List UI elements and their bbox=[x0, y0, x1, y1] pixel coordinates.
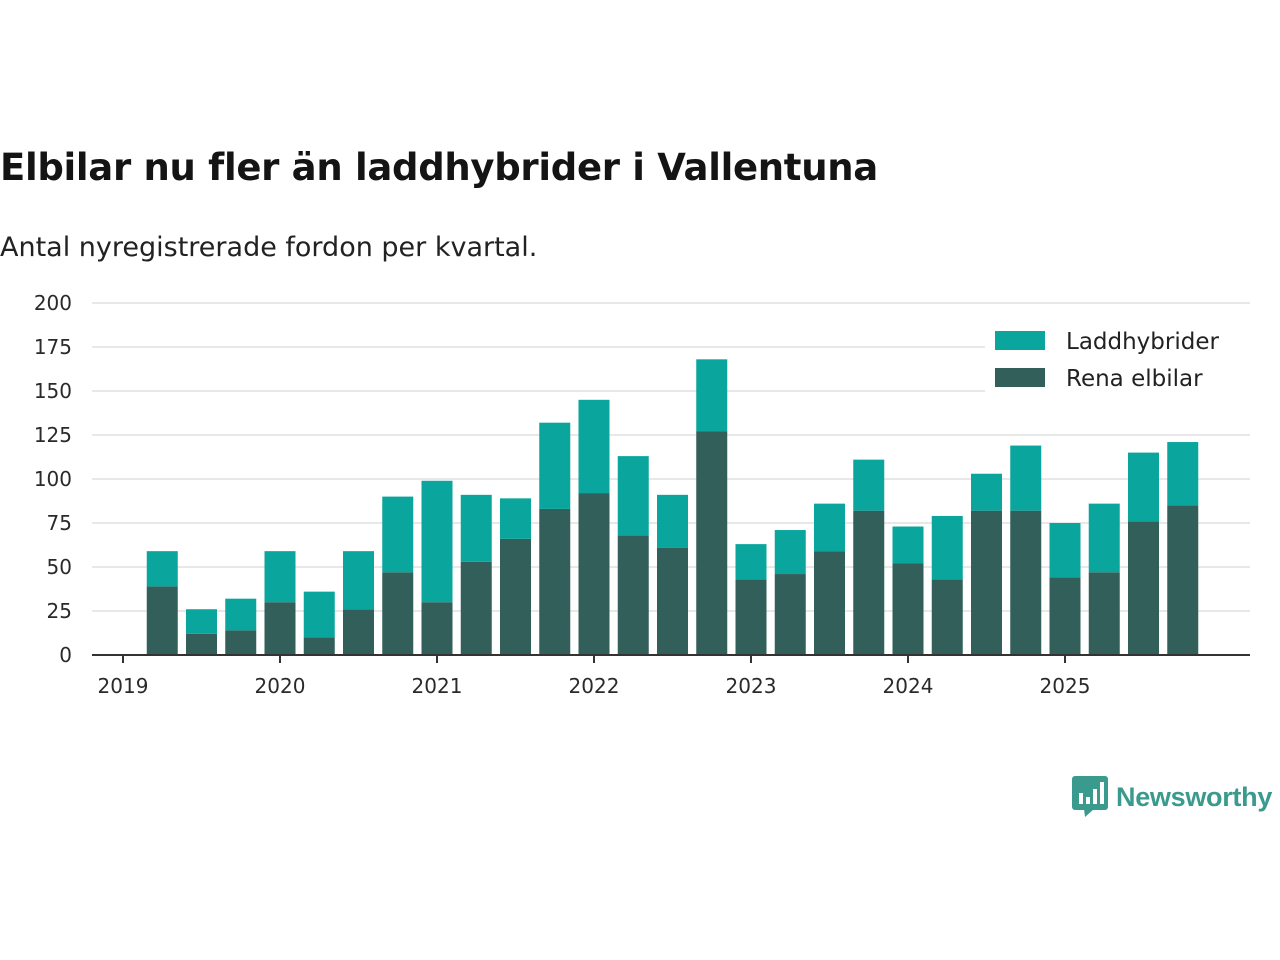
y-tick-label: 150 bbox=[34, 379, 72, 403]
chart-title: Elbilar nu fler än laddhybrider i Vallen… bbox=[0, 146, 878, 189]
bar-segment bbox=[460, 561, 492, 655]
bar-segment bbox=[264, 551, 296, 603]
bar-segment bbox=[696, 359, 728, 432]
bar-chart-speech-bubble-icon bbox=[1072, 776, 1108, 817]
bar-segment bbox=[343, 551, 374, 610]
bar-segment bbox=[971, 510, 1002, 655]
y-tick-label: 0 bbox=[59, 643, 72, 667]
legend-swatch bbox=[995, 331, 1045, 350]
bar-segment bbox=[1049, 523, 1081, 578]
x-axis: 2019 2020 2021 2022 2023 2024 2025 bbox=[92, 654, 1250, 698]
bar-segment bbox=[225, 598, 257, 631]
bar-segment bbox=[735, 544, 767, 580]
bar-segment bbox=[853, 510, 885, 655]
bar-segment bbox=[186, 609, 217, 634]
bar-segment bbox=[1167, 442, 1199, 506]
legend-label: Laddhybrider bbox=[1066, 329, 1219, 355]
bar-segment bbox=[146, 586, 178, 655]
bar-segment bbox=[931, 579, 963, 655]
bar-segment bbox=[500, 498, 531, 539]
bar-segment bbox=[382, 572, 414, 655]
legend: Laddhybrider Rena elbilar bbox=[985, 320, 1250, 398]
bar-segment bbox=[853, 459, 885, 511]
x-tick-label: 2025 bbox=[1040, 674, 1091, 698]
bar-segment bbox=[657, 547, 688, 655]
legend-swatch bbox=[995, 368, 1045, 387]
bar-segment bbox=[1128, 452, 1159, 522]
bar-segment bbox=[421, 602, 453, 655]
bar-segment bbox=[696, 431, 728, 655]
y-tick-label: 75 bbox=[47, 511, 72, 535]
y-axis-ticks: 0 25 50 75 100 125 150 175 200 bbox=[34, 291, 72, 667]
brand-name: Newsworthy bbox=[1116, 781, 1273, 812]
chart-subtitle: Antal nyregistrerade fordon per kvartal. bbox=[0, 232, 538, 263]
y-tick-label: 100 bbox=[34, 467, 72, 491]
bar-segment bbox=[617, 456, 649, 536]
newsworthy-brand: Newsworthy bbox=[1072, 776, 1272, 818]
bar-segment bbox=[657, 494, 688, 548]
bars bbox=[146, 359, 1199, 655]
x-tick-label: 2022 bbox=[569, 674, 620, 698]
legend-label: Rena elbilar bbox=[1066, 366, 1203, 392]
y-tick-label: 175 bbox=[34, 335, 72, 359]
bar-segment bbox=[774, 530, 806, 575]
bar-segment bbox=[931, 515, 963, 580]
bar-segment bbox=[735, 579, 767, 655]
bar-segment bbox=[774, 574, 806, 655]
bar-segment bbox=[814, 503, 845, 552]
bar-segment bbox=[146, 551, 178, 587]
bar-segment bbox=[892, 563, 924, 655]
bar-segment bbox=[382, 496, 414, 573]
bar-segment bbox=[539, 422, 571, 509]
x-tick-label: 2020 bbox=[255, 674, 306, 698]
bar-segment bbox=[1049, 577, 1081, 655]
bar-segment bbox=[1010, 445, 1042, 511]
x-tick-label: 2023 bbox=[726, 674, 777, 698]
bar-segment bbox=[1128, 521, 1159, 655]
bar-segment bbox=[578, 493, 610, 655]
bar-segment bbox=[617, 535, 649, 655]
bar-segment bbox=[539, 508, 571, 655]
bar-segment bbox=[1088, 572, 1120, 655]
bar-segment bbox=[421, 480, 453, 603]
bar-segment bbox=[460, 494, 492, 562]
bar-segment bbox=[578, 399, 610, 494]
x-tick-label: 2019 bbox=[98, 674, 149, 698]
bar-segment bbox=[225, 630, 257, 655]
x-tick-label: 2024 bbox=[883, 674, 934, 698]
bar-segment bbox=[500, 538, 531, 655]
bar-segment bbox=[1167, 505, 1199, 655]
y-tick-label: 125 bbox=[34, 423, 72, 447]
bar-segment bbox=[303, 637, 335, 655]
bar-segment bbox=[814, 551, 845, 655]
bar-segment bbox=[186, 633, 217, 655]
bar-segment bbox=[343, 609, 374, 655]
x-tick-label: 2021 bbox=[412, 674, 463, 698]
bar-segment bbox=[1088, 503, 1120, 573]
bar-segment bbox=[264, 602, 296, 655]
y-tick-label: 25 bbox=[47, 599, 72, 623]
bar-segment bbox=[1010, 510, 1042, 655]
y-tick-label: 200 bbox=[34, 291, 72, 315]
y-tick-label: 50 bbox=[47, 555, 72, 579]
bar-segment bbox=[892, 526, 924, 564]
bar-segment bbox=[303, 591, 335, 638]
bar-segment bbox=[971, 473, 1002, 511]
